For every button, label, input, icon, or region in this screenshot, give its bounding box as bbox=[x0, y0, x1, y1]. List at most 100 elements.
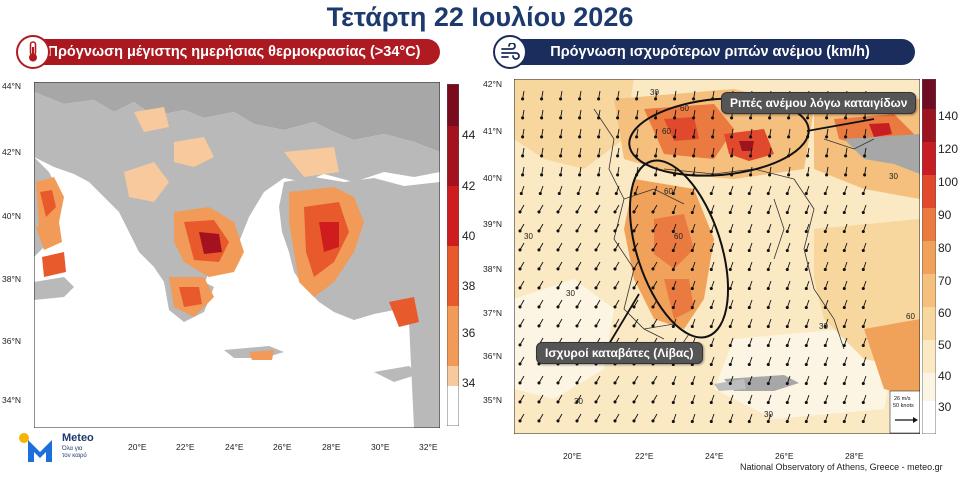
wind-arrow-head bbox=[597, 173, 601, 177]
wind-arrow-head bbox=[521, 97, 525, 101]
wind-arrow-head bbox=[556, 419, 560, 423]
wind-arrow-head bbox=[766, 229, 770, 234]
wind-arrow-head bbox=[863, 154, 867, 158]
wind-arrow-head bbox=[785, 267, 789, 272]
contour-label: 30 bbox=[566, 289, 575, 298]
wind-arrow-head bbox=[671, 229, 675, 234]
wind-arrow-head bbox=[556, 286, 560, 290]
wind-arrow-head bbox=[709, 267, 713, 272]
wind-arrow-head bbox=[635, 97, 639, 101]
wind-arrow-head bbox=[632, 286, 636, 290]
wind-arrow-head bbox=[749, 135, 753, 139]
contour-label: 60 bbox=[680, 104, 689, 113]
lat-label: 44°N bbox=[2, 81, 21, 91]
wind-arrow-head bbox=[616, 135, 620, 139]
wind-arrow-head bbox=[594, 210, 598, 214]
wind-arrow-head bbox=[844, 173, 848, 177]
wind-arrow-head bbox=[766, 419, 770, 424]
wind-arrow-head bbox=[521, 173, 525, 177]
lon-label: 26°E bbox=[775, 451, 794, 461]
contour-label: 30 bbox=[524, 232, 533, 241]
wind-arrow-head bbox=[728, 343, 732, 348]
wind-arrow-head bbox=[785, 324, 789, 329]
lon-label: 30°E bbox=[371, 442, 390, 452]
wind-arrow-head bbox=[654, 97, 658, 101]
wind-gust-map: 30 60 60 30 60 60 30 30 30 60 30 30 26 m… bbox=[514, 79, 920, 434]
wind-arrow-head bbox=[861, 419, 865, 424]
wind-arrow-head bbox=[613, 419, 617, 423]
wind-arrow-head bbox=[559, 116, 563, 120]
wind-arrow-head bbox=[594, 400, 598, 404]
wind-arrow-head bbox=[651, 324, 655, 328]
wind-arrow-head bbox=[575, 324, 579, 328]
wind-arrow-head bbox=[540, 97, 544, 101]
wind-arrow-head bbox=[709, 362, 713, 367]
lon-label: 24°E bbox=[705, 451, 724, 461]
wind-arrow-head bbox=[823, 305, 827, 310]
wind-arrow-head bbox=[654, 116, 658, 120]
wind-arrow-head bbox=[556, 400, 560, 404]
wind-arrow-head bbox=[785, 286, 789, 291]
wind-arrow-head bbox=[518, 419, 522, 423]
lat-label: 39°N bbox=[483, 219, 502, 229]
meteo-logo bbox=[19, 433, 52, 462]
wind-arrow-head bbox=[787, 173, 791, 177]
lat-label: 41°N bbox=[483, 126, 502, 136]
wind-arrow-head bbox=[785, 381, 789, 386]
wind-arrow-head bbox=[538, 191, 542, 196]
wind-arrow-head bbox=[861, 362, 865, 367]
wind-arrow-head bbox=[825, 154, 829, 158]
wind-arrow-head bbox=[690, 210, 694, 215]
wind-arrow-head bbox=[632, 400, 636, 404]
wind-arrow-head bbox=[863, 173, 867, 177]
wind-arrow-head bbox=[766, 400, 770, 405]
wind-arrow-head bbox=[728, 400, 732, 405]
wind-arrow-head bbox=[728, 210, 732, 215]
wind-colorbar bbox=[922, 79, 936, 434]
logo-wordmark: Meteo bbox=[62, 432, 94, 444]
wind-arrow-head bbox=[823, 400, 827, 405]
wind-arrow-head bbox=[842, 419, 846, 424]
wind-arrow-head bbox=[749, 173, 753, 177]
wind-arrow-head bbox=[766, 267, 770, 272]
wind-arrow-head bbox=[804, 324, 808, 329]
wind-arrow-head bbox=[766, 343, 770, 348]
wind-arrow-head bbox=[556, 381, 560, 385]
lon-label: 24°E bbox=[225, 442, 244, 452]
wind-arrow-head bbox=[861, 305, 865, 310]
wind-arrow-head bbox=[690, 248, 694, 253]
wind-arrow-head bbox=[651, 305, 655, 309]
wind-arrow-head bbox=[728, 419, 732, 424]
wind-arrow-head bbox=[537, 324, 541, 328]
colorbar-label: 40 bbox=[462, 229, 476, 243]
wind-arrow-head bbox=[557, 191, 561, 196]
wind-arrow-head bbox=[842, 343, 846, 348]
wind-arrow-head bbox=[518, 286, 522, 290]
wind-arrow-head bbox=[632, 305, 636, 309]
lat-label: 42°N bbox=[2, 147, 21, 157]
wind-arrow-head bbox=[616, 173, 620, 177]
wind-arrow-head bbox=[804, 362, 808, 367]
wind-arrow-head bbox=[806, 173, 810, 177]
wind-panel-title: Πρόγνωση ισχυρότερων ριπών ανέμου (km/h) bbox=[550, 44, 870, 60]
contour-label: 60 bbox=[906, 312, 915, 321]
wind-arrow-head bbox=[709, 343, 713, 348]
lat-label: 42°N bbox=[483, 79, 502, 89]
colorbar-label: 140 bbox=[938, 109, 959, 123]
wind-arrow-head bbox=[806, 116, 810, 120]
wind-arrow-head bbox=[613, 305, 617, 309]
wind-arrow-head bbox=[671, 305, 675, 310]
wind-arrow-head bbox=[709, 419, 713, 424]
wind-arrow-head bbox=[575, 286, 579, 290]
wind-arrow-head bbox=[747, 305, 751, 310]
wind-arrow-head bbox=[654, 154, 658, 158]
wind-arrow-head bbox=[690, 419, 694, 424]
wind-arrow-head bbox=[823, 324, 827, 329]
wind-arrow-head bbox=[804, 191, 808, 196]
wind-arrow-head bbox=[651, 229, 655, 233]
colorbar-label: 90 bbox=[938, 208, 952, 222]
wind-arrow-head bbox=[709, 324, 713, 329]
wind-arrow-head bbox=[540, 154, 544, 158]
wind-arrow-head bbox=[709, 286, 713, 291]
wind-arrow-head bbox=[594, 324, 598, 328]
